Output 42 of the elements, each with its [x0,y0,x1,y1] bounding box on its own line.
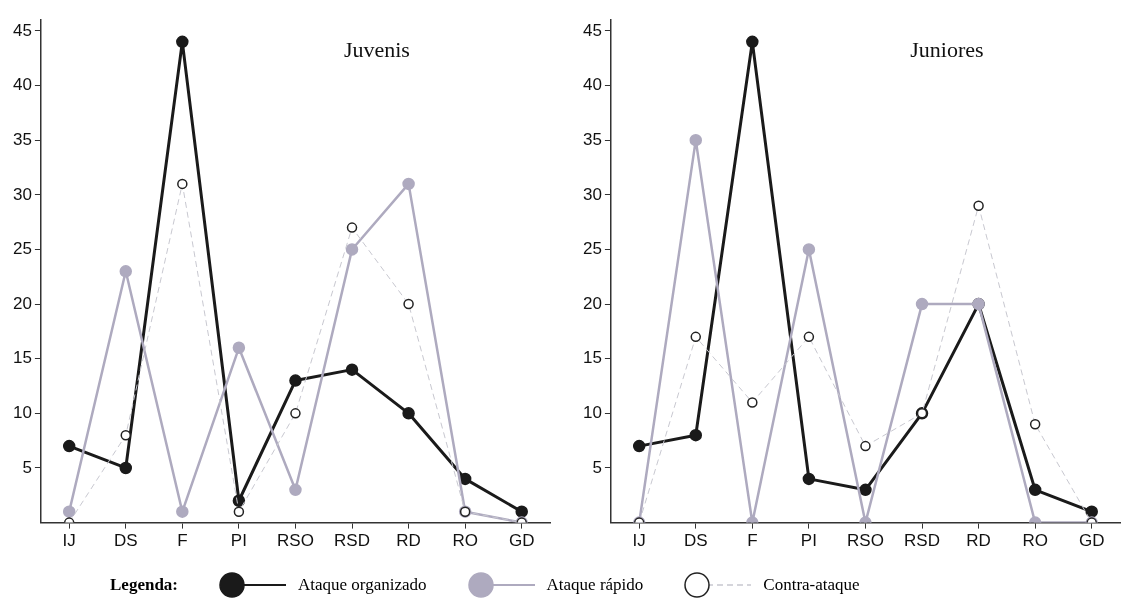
legend-label: Ataque rápido [546,575,644,595]
x-tick-label: DS [113,531,138,551]
y-tick-label: 25 [12,239,32,259]
y-tick-label: 5 [592,457,602,477]
x-tick-label: PI [230,531,247,551]
x-tick-label: RSD [334,531,370,551]
y-tick-label: 10 [12,403,32,423]
x-tick-label: IJ [632,531,646,551]
legend-label: Contra-ataque [763,575,860,595]
x-tick-label: RSO [847,531,884,551]
y-tick-label: 30 [582,184,602,204]
x-tick-label: F [747,531,758,551]
y-tick-label: 15 [582,348,602,368]
y-tick-label: 15 [12,348,32,368]
x-tick-label: PI [800,531,817,551]
y-tick-label: 30 [12,184,32,204]
x-tick-label: RO [452,531,478,551]
x-tick-label: GD [1078,531,1105,551]
x-tick-label: RD [966,531,991,551]
y-tick-label: 40 [12,75,32,95]
text: Juniores [910,36,984,62]
y-tick-label: 35 [12,129,32,149]
x-tick-label: RSO [277,531,314,551]
x-tick-label: RO [1022,531,1048,551]
legend-title: Legenda: [110,575,178,595]
x-tick-label: DS [683,531,708,551]
y-tick-label: 20 [582,293,602,313]
x-tick-label: RSD [904,531,940,551]
x-tick-label: F [177,531,188,551]
y-tick-label: 25 [582,239,602,259]
y-tick-label: 40 [582,75,602,95]
legend-label: Ataque organizado [298,575,427,595]
text: Juvenis [343,36,410,62]
y-tick-label: 5 [22,457,32,477]
y-tick-label: 45 [582,20,602,40]
y-tick-label: 45 [12,20,32,40]
x-tick-label: IJ [62,531,76,551]
x-tick-label: GD [508,531,535,551]
y-tick-label: 20 [12,293,32,313]
y-tick-label: 35 [582,129,602,149]
y-tick-label: 10 [582,403,602,423]
x-tick-label: RD [396,531,421,551]
